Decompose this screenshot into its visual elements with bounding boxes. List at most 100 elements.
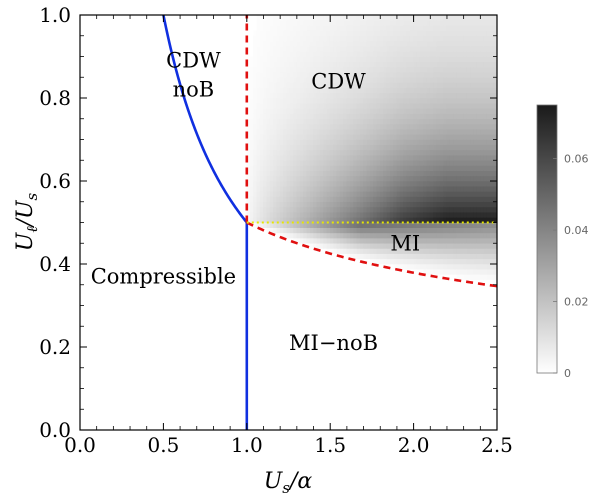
heatmap-cell bbox=[439, 51, 444, 57]
heatmap-cell bbox=[433, 154, 438, 161]
heatmap-cell bbox=[343, 154, 348, 161]
heatmap-cell bbox=[329, 211, 334, 218]
heatmap-cell bbox=[353, 248, 358, 254]
heatmap-cell bbox=[366, 45, 371, 52]
heatmap-cell bbox=[286, 139, 291, 145]
heatmap-cell bbox=[486, 61, 491, 68]
heatmap-cell bbox=[403, 97, 408, 104]
heatmap-cell bbox=[303, 71, 308, 78]
heatmap-cell bbox=[473, 253, 478, 260]
heatmap-cell bbox=[329, 185, 334, 192]
heatmap-cell bbox=[313, 97, 318, 104]
heatmap-cell bbox=[399, 175, 404, 182]
heatmap-cell bbox=[296, 128, 301, 135]
heatmap-cell bbox=[383, 40, 388, 47]
heatmap-cell bbox=[486, 45, 491, 52]
heatmap-cell bbox=[446, 35, 451, 42]
heatmap-cell bbox=[419, 191, 424, 197]
heatmap-cell bbox=[259, 113, 264, 120]
heatmap-cell bbox=[406, 159, 411, 166]
heatmap-cell bbox=[426, 268, 431, 275]
heatmap-cell bbox=[356, 82, 361, 88]
heatmap-cell bbox=[346, 118, 351, 125]
heatmap-cell bbox=[486, 134, 491, 140]
heatmap-cell bbox=[273, 227, 278, 234]
heatmap-cell bbox=[316, 71, 321, 78]
heatmap-cell bbox=[289, 19, 294, 26]
heatmap-cell bbox=[289, 123, 294, 130]
heatmap-cell bbox=[376, 76, 381, 83]
heatmap-cell bbox=[313, 149, 318, 156]
heatmap-cell bbox=[423, 180, 428, 187]
heatmap-cell bbox=[389, 30, 394, 37]
heatmap-cell bbox=[313, 76, 318, 83]
heatmap-cell bbox=[379, 242, 384, 249]
heatmap-cell bbox=[363, 227, 368, 234]
heatmap-cell bbox=[409, 35, 414, 42]
heatmap-cell bbox=[353, 134, 358, 140]
heatmap-cell bbox=[366, 175, 371, 182]
heatmap-cell bbox=[429, 139, 434, 145]
heatmap-cell bbox=[463, 227, 468, 234]
heatmap-cell bbox=[490, 175, 494, 182]
heatmap-cell bbox=[329, 15, 334, 21]
heatmap-cell bbox=[316, 134, 321, 140]
heatmap-cell bbox=[356, 227, 361, 234]
heatmap-cell bbox=[269, 19, 274, 26]
heatmap-cell bbox=[449, 227, 454, 234]
heatmap-cell bbox=[339, 45, 344, 52]
heatmap-cell bbox=[486, 227, 491, 234]
heatmap-cell bbox=[323, 139, 328, 145]
heatmap-cell bbox=[373, 191, 378, 197]
heatmap-cell bbox=[443, 134, 448, 140]
heatmap-cell bbox=[389, 61, 394, 68]
heatmap-cell bbox=[376, 253, 381, 260]
heatmap-cell bbox=[486, 196, 491, 203]
heatmap-cell bbox=[490, 196, 494, 203]
heatmap-cell bbox=[396, 149, 401, 156]
heatmap-cell bbox=[423, 92, 428, 99]
heatmap-cell bbox=[249, 134, 254, 140]
heatmap-cell bbox=[273, 51, 278, 57]
heatmap-cell bbox=[316, 45, 321, 52]
heatmap-cell bbox=[473, 185, 478, 192]
heatmap-cell bbox=[406, 165, 411, 171]
heatmap-cell bbox=[323, 165, 328, 171]
heatmap-cell bbox=[403, 139, 408, 145]
heatmap-cell bbox=[366, 19, 371, 26]
heatmap-cell bbox=[413, 211, 418, 218]
heatmap-cell bbox=[279, 56, 284, 62]
heatmap-cell bbox=[256, 61, 261, 68]
heatmap-cell bbox=[373, 154, 378, 161]
heatmap-cell bbox=[379, 40, 384, 47]
heatmap-cell bbox=[309, 66, 314, 73]
heatmap-cell bbox=[403, 123, 408, 130]
heatmap-cell bbox=[279, 61, 284, 68]
heatmap-cell bbox=[426, 170, 431, 177]
heatmap-cell bbox=[373, 159, 378, 166]
heatmap-cell bbox=[249, 170, 254, 177]
heatmap-cell bbox=[259, 175, 264, 182]
heatmap-cell bbox=[343, 175, 348, 182]
heatmap-cell bbox=[473, 196, 478, 203]
heatmap-cell bbox=[476, 159, 481, 166]
heatmap-cell bbox=[460, 25, 464, 31]
heatmap-cell bbox=[473, 19, 478, 26]
heatmap-cell bbox=[299, 191, 304, 197]
heatmap-cell bbox=[286, 45, 291, 52]
heatmap-cell bbox=[453, 30, 458, 37]
heatmap-cell bbox=[460, 248, 464, 254]
heatmap-cell bbox=[470, 232, 474, 239]
heatmap-cell bbox=[356, 180, 361, 187]
heatmap-cell bbox=[423, 76, 428, 83]
heatmap-cell bbox=[443, 82, 448, 88]
heatmap-cell bbox=[249, 159, 254, 166]
heatmap-cell bbox=[463, 274, 468, 280]
heatmap-cell bbox=[299, 175, 304, 182]
heatmap-cell bbox=[470, 134, 474, 140]
heatmap-cell bbox=[386, 134, 391, 140]
heatmap-cell bbox=[480, 196, 484, 203]
heatmap-cell bbox=[339, 144, 344, 151]
heatmap-cell bbox=[306, 211, 311, 218]
heatmap-cell bbox=[463, 191, 468, 197]
